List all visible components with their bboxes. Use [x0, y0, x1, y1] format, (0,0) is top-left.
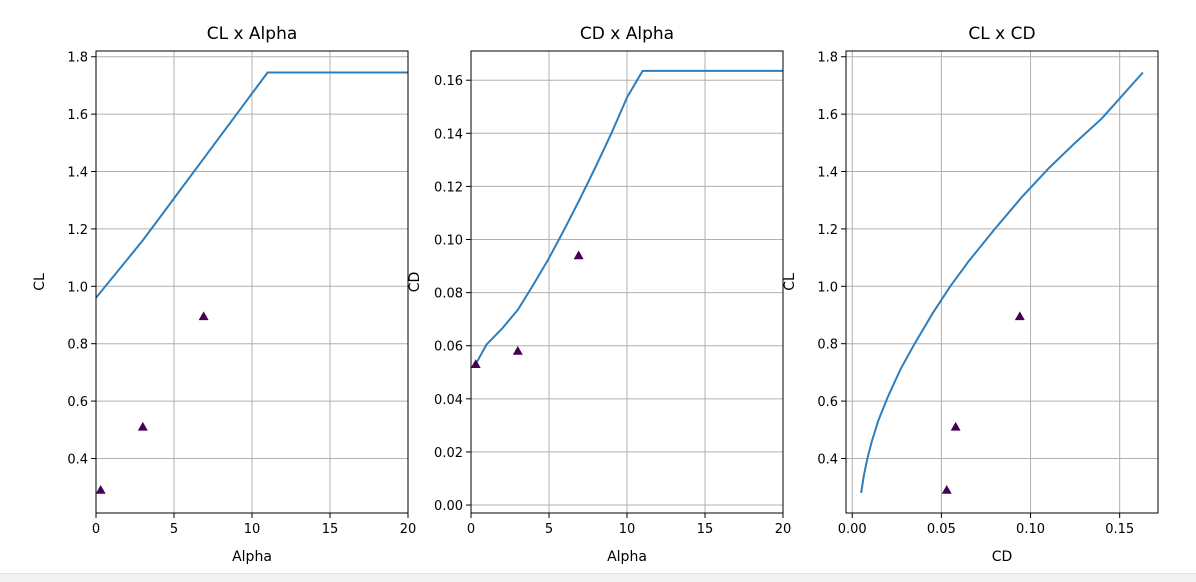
y-axis-label: CD [407, 272, 423, 293]
y-tick-label: 0.8 [817, 338, 838, 353]
x-tick-label: 0.05 [927, 522, 956, 537]
chart-title: CL x CD [968, 24, 1035, 44]
scatter-point [96, 485, 106, 494]
bottom-scroll-area [0, 573, 1196, 582]
y-tick-label: 0.12 [434, 180, 463, 195]
x-tick-label: 0 [467, 522, 475, 537]
y-axis-label: CL [782, 273, 798, 291]
x-tick-label: 0 [92, 522, 100, 537]
series-line [96, 71, 408, 299]
y-tick-label: 0.02 [434, 446, 463, 461]
x-axis-label: Alpha [607, 549, 647, 565]
y-tick-label: 1.6 [817, 108, 838, 123]
scatter-point [950, 421, 961, 431]
y-tick-label: 0.14 [434, 127, 463, 142]
x-tick-label: 15 [697, 522, 714, 537]
x-tick-label: 15 [322, 522, 339, 537]
y-tick-label: 1.8 [817, 51, 838, 66]
x-tick-label: 5 [545, 522, 553, 537]
y-tick-label: 0.8 [67, 338, 88, 353]
y-tick-label: 0.06 [434, 340, 463, 355]
scatter-point [198, 311, 209, 321]
y-tick-label: 1.4 [817, 166, 838, 181]
y-tick-label: 1.6 [67, 108, 88, 123]
y-tick-label: 0.4 [817, 452, 838, 467]
y-tick-label: 1.2 [817, 223, 838, 238]
y-tick-label: 0.6 [817, 395, 838, 410]
scatter-point [573, 250, 584, 260]
y-tick-label: 1.8 [67, 51, 88, 66]
x-tick-label: 5 [170, 522, 178, 537]
chart-panel-1: 0 5 10 15 20 0.4 0.6 0.8 1.0 1.2 1.4 1.6 1.8 CL x Alp… [32, 24, 416, 565]
axes-frame [845, 50, 1159, 514]
x-tick-label: 0.10 [1016, 522, 1045, 537]
y-tick-label: 0.10 [434, 234, 463, 249]
series-line [474, 69, 783, 365]
y-axis-label: CL [32, 273, 48, 291]
scatter-point [137, 421, 148, 431]
x-tick-label: 10 [619, 522, 636, 537]
y-tick-label: 0.16 [434, 74, 463, 89]
series-line [860, 71, 1144, 494]
x-tick-label: 20 [400, 522, 417, 537]
x-tick-label: 0.00 [838, 522, 867, 537]
scatter-point [1014, 311, 1025, 321]
scatter-point [471, 359, 481, 369]
chart-panel-3: 0.00 0.05 0.10 0.15 0.4 0.6 0.8 1.0 1.2 1.4 1.6 1.8… [782, 24, 1159, 565]
y-tick-label: 0.04 [434, 393, 463, 408]
y-tick-label: 0.08 [434, 287, 463, 302]
chart-title: CL x Alpha [207, 24, 298, 44]
scatter-point [941, 485, 952, 494]
chart-panel-2: 0 5 10 15 20 0.00 0.02 0.04 0.06 0.08 0.10 0.12 0.14… [407, 24, 791, 565]
x-axis-label: Alpha [232, 549, 272, 565]
scatter-point [512, 346, 523, 355]
y-tick-label: 1.0 [817, 280, 838, 295]
y-tick-label: 1.0 [67, 280, 88, 295]
chart-title: CD x Alpha [580, 24, 674, 44]
y-tick-label: 0.6 [67, 395, 88, 410]
x-tick-label: 0.15 [1105, 522, 1134, 537]
y-tick-label: 0.00 [434, 499, 463, 514]
y-tick-label: 1.2 [67, 223, 88, 238]
x-tick-label: 10 [244, 522, 261, 537]
x-axis-label: CD [992, 549, 1013, 565]
x-tick-label: 20 [775, 522, 792, 537]
y-tick-label: 1.4 [67, 166, 88, 181]
y-tick-label: 0.4 [67, 452, 88, 467]
